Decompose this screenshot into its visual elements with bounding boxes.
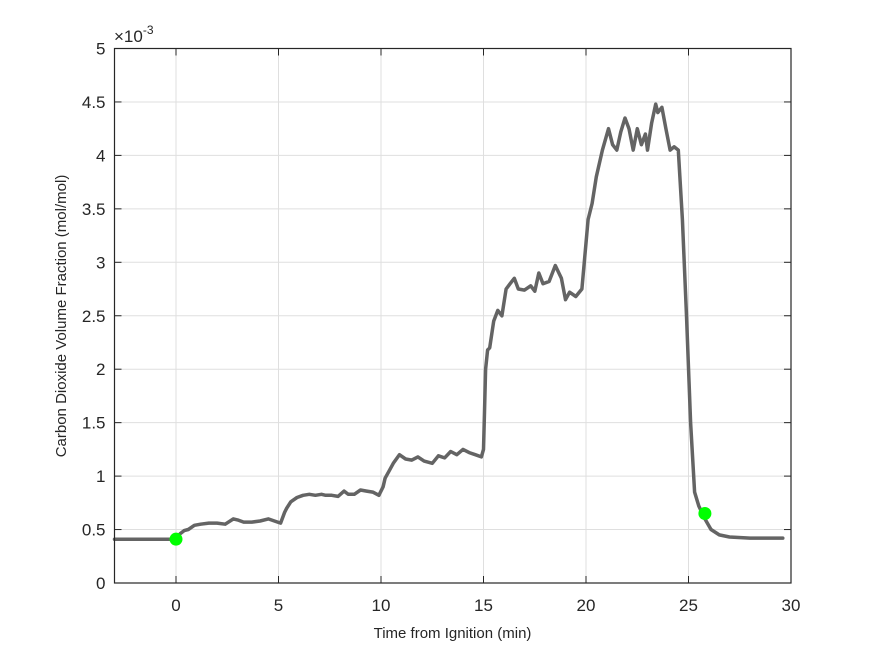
y-tick-label: 0 <box>96 574 105 593</box>
x-tick-label: 30 <box>782 596 801 615</box>
y-tick-label: 4.5 <box>82 93 106 112</box>
data-series <box>112 102 785 546</box>
x-tick-label: 20 <box>577 596 596 615</box>
y-tick-label: 4 <box>96 146 105 165</box>
y-tick-label: 0.5 <box>82 521 106 540</box>
tick-marks <box>114 48 792 584</box>
y-tick-label: 3 <box>96 253 105 272</box>
y-tick-label: 1.5 <box>82 414 106 433</box>
y-exponent-label: ×10-3 <box>114 23 154 46</box>
y-tick-label: 2.5 <box>82 307 106 326</box>
x-tick-label: 0 <box>171 596 180 615</box>
ignition-marker <box>169 532 183 546</box>
end-marker <box>698 507 712 521</box>
x-tick-label: 15 <box>474 596 493 615</box>
y-axis-label: Carbon Dioxide Volume Fraction (mol/mol) <box>53 175 70 458</box>
y-tick-label: 5 <box>96 40 105 59</box>
y-tick-label: 2 <box>96 360 105 379</box>
tick-labels: 0 5 10 15 20 25 30 0 0.5 1 1.5 2 2.5 3 3.5 4 4.5 5 <box>82 40 801 616</box>
co2-line <box>112 102 785 541</box>
x-tick-label: 5 <box>274 596 283 615</box>
x-axis-label: Time from Ignition (min) <box>374 625 532 642</box>
x-tick-label: 10 <box>372 596 391 615</box>
x-tick-label: 25 <box>679 596 698 615</box>
y-tick-label: 3.5 <box>82 200 106 219</box>
y-tick-label: 1 <box>96 467 105 486</box>
